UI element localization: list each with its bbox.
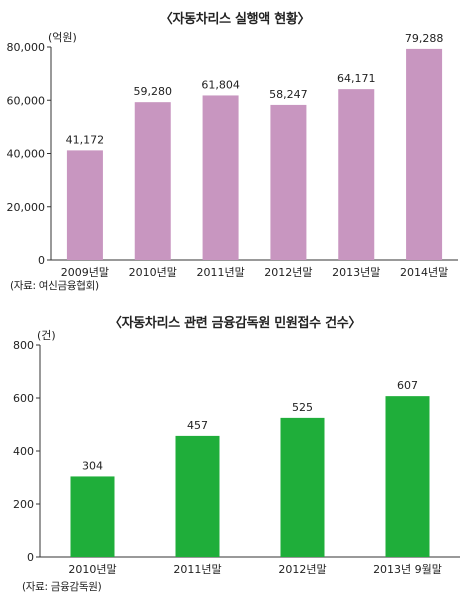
chart-execution-amount: 〈자동차리스 실행액 현황〉 0 20,000 40,000 60,000 80,000… [0, 0, 470, 300]
data-label: 59,280 [134, 85, 173, 98]
x-tick-label: 2009년말 [61, 266, 109, 279]
data-label: 58,247 [269, 88, 308, 101]
bar [202, 95, 239, 260]
bar [270, 104, 307, 261]
x-tick-label: 2011년말 [173, 563, 221, 576]
chart-source: (자료: 여신금융협회) [10, 280, 99, 292]
bar [66, 150, 103, 260]
data-label: 64,171 [337, 72, 376, 85]
bar [338, 89, 375, 260]
y-tick-label: 200 [13, 498, 34, 511]
chart-complaints: 〈자동차리스 관련 금융감독원 민원접수 건수〉 0 200 400 600 800 (건… [0, 300, 470, 602]
chart-source: (자료: 금융감독원) [22, 581, 102, 593]
data-label: 607 [397, 379, 418, 392]
chart-plot: 0 20,000 40,000 60,000 80,000(억원) 41,172 2009년… [7, 31, 458, 279]
bar [280, 417, 325, 557]
y-tick-label: 0 [27, 551, 34, 564]
y-unit-label: (건) [37, 329, 56, 342]
chart-plot: 0 200 400 600 800(건) 304 2010년말 457 2011년말 525 201… [13, 329, 460, 576]
x-tick-label: 2013년 9월말 [373, 563, 442, 576]
x-tick-label: 2011년말 [196, 266, 244, 279]
x-tick-label: 2012년말 [278, 563, 326, 576]
y-tick-label: 800 [13, 339, 34, 352]
x-tick-label: 2014년말 [400, 266, 448, 279]
bar [134, 102, 171, 261]
x-tick-label: 2010년말 [129, 266, 177, 279]
x-tick-label: 2010년말 [68, 563, 116, 576]
data-label: 304 [82, 459, 103, 472]
data-label: 41,172 [66, 133, 105, 146]
data-label: 61,804 [201, 78, 240, 91]
x-tick-label: 2012년말 [264, 266, 312, 279]
chart-title: 〈자동차리스 실행액 현황〉 [159, 12, 311, 27]
y-tick-label: 20,000 [7, 201, 46, 214]
data-label: 79,288 [405, 32, 444, 45]
bar [406, 48, 443, 261]
bar [70, 476, 115, 557]
y-tick-label: 40,000 [7, 148, 46, 161]
x-tick-label: 2013년말 [332, 266, 380, 279]
y-unit-label: (억원) [48, 31, 77, 44]
chart-title: 〈자동차리스 관련 금융감독원 민원접수 건수〉 [108, 316, 362, 331]
y-tick-label: 80,000 [7, 41, 46, 54]
bar [175, 435, 220, 557]
data-label: 457 [187, 419, 208, 432]
y-tick-label: 400 [13, 445, 34, 458]
y-tick-label: 60,000 [7, 94, 46, 107]
data-label: 525 [292, 401, 313, 414]
bar [385, 396, 430, 557]
y-tick-label: 600 [13, 392, 34, 405]
y-tick-label: 0 [38, 254, 45, 267]
